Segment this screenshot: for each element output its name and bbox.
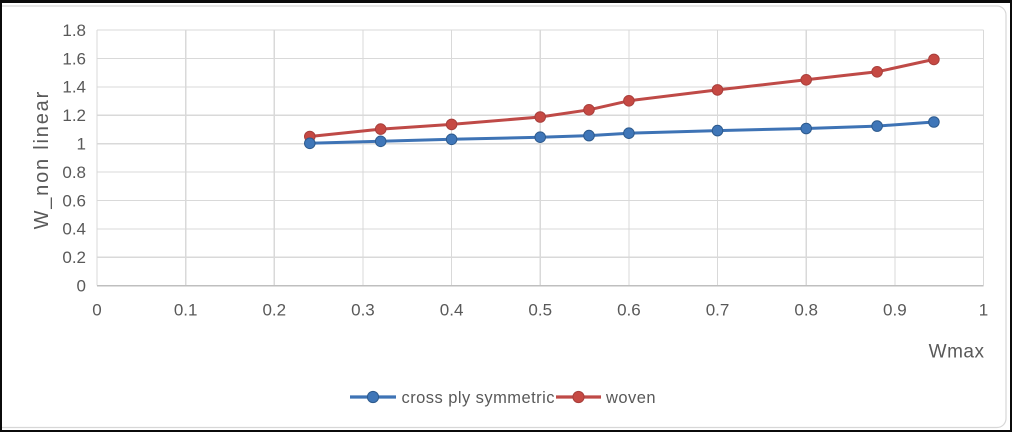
svg-text:1.4: 1.4 xyxy=(62,78,86,97)
svg-text:0.7: 0.7 xyxy=(706,301,730,320)
svg-text:1.8: 1.8 xyxy=(62,21,86,40)
svg-text:1: 1 xyxy=(979,301,988,320)
svg-text:0.9: 0.9 xyxy=(883,301,907,320)
svg-text:0.6: 0.6 xyxy=(62,191,86,210)
svg-text:0.2: 0.2 xyxy=(62,248,86,267)
svg-text:0.5: 0.5 xyxy=(528,301,552,320)
svg-text:0.8: 0.8 xyxy=(794,301,818,320)
svg-text:0.4: 0.4 xyxy=(440,301,464,320)
svg-text:0.4: 0.4 xyxy=(62,220,86,239)
svg-text:0.6: 0.6 xyxy=(617,301,641,320)
svg-text:0.1: 0.1 xyxy=(174,301,198,320)
svg-text:0: 0 xyxy=(92,301,101,320)
svg-text:0.2: 0.2 xyxy=(262,301,286,320)
svg-text:0.3: 0.3 xyxy=(351,301,375,320)
svg-text:0.8: 0.8 xyxy=(62,163,86,182)
svg-text:W_non linear: W_non linear xyxy=(31,90,53,229)
svg-text:woven: woven xyxy=(605,389,656,407)
svg-text:1.6: 1.6 xyxy=(62,49,86,68)
svg-text:Wmax: Wmax xyxy=(929,342,985,363)
svg-text:1.2: 1.2 xyxy=(62,106,86,125)
svg-text:0: 0 xyxy=(77,277,86,296)
svg-text:cross ply symmetric: cross ply symmetric xyxy=(402,389,555,407)
svg-text:1: 1 xyxy=(77,135,86,154)
